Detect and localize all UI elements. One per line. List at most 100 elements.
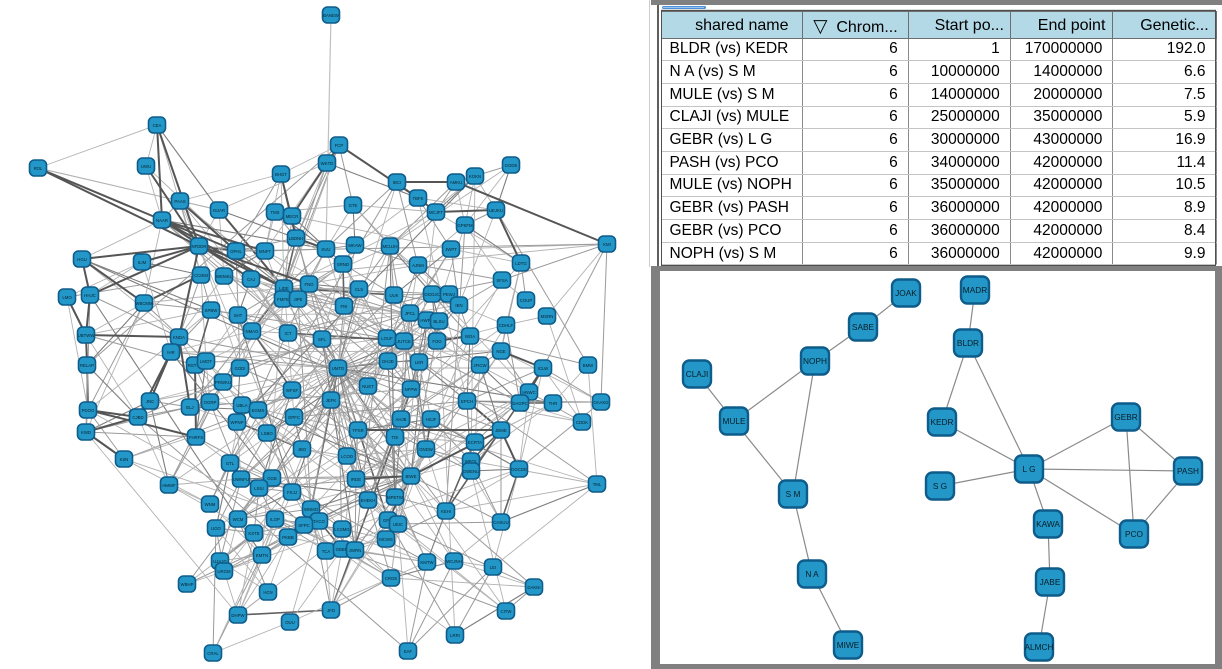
svg-text:GODE: GODE <box>505 163 518 168</box>
svg-text:OGRP: OGRP <box>204 400 217 405</box>
svg-text:ISJAR: ISJAR <box>213 208 225 213</box>
svg-text:PAAS: PAAS <box>174 199 185 204</box>
svg-text:BLSU: BLSU <box>433 319 444 324</box>
svg-text:WNMO: WNMO <box>304 507 319 512</box>
svg-text:GNDW: GNDW <box>419 447 434 452</box>
svg-text:LOUF: LOUF <box>381 336 393 341</box>
svg-text:TACO: TACO <box>313 519 325 524</box>
svg-text:UEJKU: UEJKU <box>489 208 503 213</box>
svg-text:AMKU: AMKU <box>450 180 462 185</box>
svg-text:ICLW: ICLW <box>538 366 549 371</box>
svg-text:FKJJ: FKJJ <box>287 490 297 495</box>
svg-text:CAJ: CAJ <box>247 277 255 282</box>
svg-text:GWENU: GWENU <box>463 469 479 474</box>
svg-text:DHJD: DHJD <box>382 359 393 364</box>
svg-text:MPETW: MPETW <box>387 495 404 500</box>
svg-text:AJNM: AJNM <box>412 263 424 268</box>
svg-text:RELAP: RELAP <box>80 363 94 368</box>
svg-text:KMI: KMI <box>603 242 611 247</box>
svg-text:NFPW: NFPW <box>405 387 419 392</box>
svg-text:GPIK: GPIK <box>383 518 393 523</box>
svg-text:WBHP: WBHP <box>181 582 194 587</box>
svg-text:BANEW: BANEW <box>323 13 340 18</box>
svg-text:WEMKL: WEMKL <box>216 274 232 279</box>
svg-text:PRWKU: PRWKU <box>215 380 231 385</box>
svg-text:CEA: CEA <box>153 123 162 128</box>
svg-text:UWU: UWU <box>141 164 151 169</box>
svg-text:SHT: SHT <box>234 313 243 318</box>
svg-text:SFL: SFL <box>318 337 326 342</box>
svg-text:UJAJG: UJAJG <box>213 559 227 564</box>
svg-text:JEME: JEME <box>495 428 507 433</box>
svg-text:JFICW: JFICW <box>473 363 487 368</box>
svg-text:UUK: UUK <box>389 293 398 298</box>
svg-text:OGOJC: OGOJC <box>424 292 439 297</box>
svg-text:JBO: JBO <box>298 447 307 452</box>
svg-text:UGO: UGO <box>211 526 221 531</box>
svg-text:EHEKH: EHEKH <box>361 498 376 503</box>
svg-text:EMTN: EMTN <box>256 553 268 558</box>
svg-text:HWPU: HWPU <box>420 318 433 323</box>
svg-text:UEIC: UEIC <box>393 522 403 527</box>
svg-text:LSBO: LSBO <box>261 431 273 436</box>
svg-text:NUET: NUET <box>362 384 374 389</box>
svg-text:ILOP: ILOP <box>270 517 280 522</box>
svg-text:CLAJI: CLAJI <box>686 369 709 379</box>
svg-text:LRRI: LRRI <box>450 633 460 638</box>
svg-text:JIPE: JIPE <box>293 297 302 302</box>
svg-text:UBLA: UBLA <box>236 403 247 408</box>
svg-text:BLDR: BLDR <box>957 338 979 348</box>
svg-text:ELJ: ELJ <box>186 405 193 410</box>
svg-text:CDDK: CDDK <box>576 420 588 425</box>
svg-text:GTE: GTE <box>349 203 358 208</box>
svg-text:HMWF: HMWF <box>162 483 176 488</box>
svg-text:LCOD: LCOD <box>341 454 353 459</box>
svg-text:LBDNH: LBDNH <box>289 236 304 241</box>
svg-text:JFD: JFD <box>327 608 335 613</box>
svg-text:GGB: GGB <box>267 476 277 481</box>
svg-text:TBFK: TBFK <box>413 196 424 201</box>
svg-text:MCUJH: MCUJH <box>382 244 397 249</box>
svg-text:OPFC: OPFC <box>288 415 300 420</box>
svg-text:FCP: FCP <box>335 143 344 148</box>
svg-text:JWRN: JWRN <box>349 548 361 553</box>
svg-text:JNC: JNC <box>146 399 154 404</box>
svg-text:KUU: KUU <box>321 247 330 252</box>
svg-text:KSN: KSN <box>120 457 129 462</box>
svg-text:SFSA: SFSA <box>496 278 507 283</box>
svg-text:CHSUU: CHSUU <box>493 520 508 525</box>
svg-text:MADR: MADR <box>963 285 987 295</box>
svg-text:OGCDE: OGCDE <box>511 467 527 472</box>
svg-text:RSTTH: RSTTH <box>188 363 202 368</box>
svg-text:ROL: ROL <box>34 166 43 171</box>
svg-text:TPSR: TPSR <box>352 428 363 433</box>
svg-text:KMTW: KMTW <box>420 560 434 565</box>
svg-text:SABE: SABE <box>852 322 875 332</box>
svg-text:HSJF: HSJF <box>426 417 437 422</box>
svg-text:IRDE: IRDE <box>351 477 361 482</box>
svg-text:ALMCH: ALMCH <box>1024 642 1053 652</box>
svg-text:ICT: ICT <box>285 331 292 336</box>
svg-text:BIWE: BIWE <box>406 474 417 479</box>
svg-text:FHRFS: FHRFS <box>189 435 203 440</box>
svg-text:L G: L G <box>1022 464 1035 474</box>
svg-text:S M: S M <box>786 489 801 499</box>
svg-text:MCJFT: MCJFT <box>429 210 443 215</box>
svg-text:LDTG: LDTG <box>515 261 527 266</box>
svg-text:HNWC: HNWC <box>522 390 535 395</box>
svg-text:MIWE: MIWE <box>837 640 860 650</box>
svg-text:URGM: URGM <box>217 569 231 574</box>
svg-text:JWPT: JWPT <box>445 247 457 252</box>
svg-text:WFSF: WFSF <box>286 388 299 393</box>
svg-text:CDHLF: CDHLF <box>499 323 514 328</box>
svg-text:WPNP: WPNP <box>231 420 244 425</box>
svg-text:BMW: BMW <box>583 363 594 368</box>
svg-text:HHJC: HHJC <box>84 293 95 298</box>
svg-text:BHGT: BHGT <box>275 172 287 177</box>
svg-text:LEI: LEI <box>490 565 496 570</box>
svg-text:PCO: PCO <box>1125 529 1144 539</box>
svg-text:MECR: MECR <box>286 214 299 219</box>
svg-text:JPCL: JPCL <box>405 311 416 316</box>
svg-text:WCM: WCM <box>233 517 244 522</box>
svg-text:JEFK: JEFK <box>326 398 337 403</box>
